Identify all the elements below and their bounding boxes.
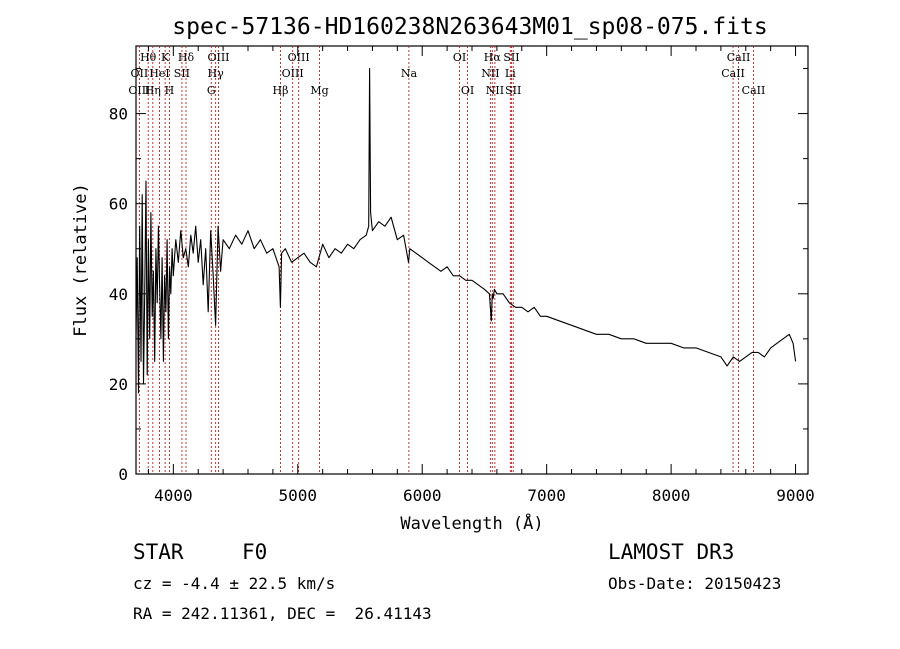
chart-title: spec-57136-HD160238N263643M01_sp08-075.f… — [172, 14, 767, 40]
spectral-line-label: Hγ — [208, 67, 225, 80]
spectral-line-label: SII — [503, 51, 519, 64]
y-axis-label: Flux (relative) — [71, 183, 91, 337]
spectral-line-label: HeI — [149, 67, 169, 80]
coordinates: RA = 242.11361, DEC = 26.41143 — [133, 604, 432, 623]
x-tick-label: 6000 — [403, 486, 442, 505]
survey-name: LAMOST DR3 — [608, 540, 735, 564]
spectral-line-label: H — [165, 84, 175, 97]
spectral-line-label: OIII — [288, 51, 310, 64]
y-tick-label: 80 — [109, 105, 128, 124]
spectral-line-label: NII — [481, 67, 499, 80]
spectral-line-label: OIII — [282, 67, 304, 80]
x-tick-label: 9000 — [776, 486, 815, 505]
spectral-line-label: OI — [453, 51, 466, 64]
spectral-line-label: Na — [401, 67, 418, 80]
spectral-line-label: K — [161, 51, 170, 64]
spectral-line-label: CaII — [721, 67, 745, 80]
spectral-line-label: SII — [505, 84, 521, 97]
spectral-line-label: Mg — [310, 84, 328, 97]
spectral-line-label: SII — [174, 67, 190, 80]
spectral-line-label: Hβ — [273, 84, 289, 97]
spectral-line-labels: Hθ OII OIII K HeI Hη H Hδ SII OIII Hγ G Hβ OIII OIII Mg… — [128, 51, 765, 97]
spectral-line-label: OIII — [207, 51, 229, 64]
spectral-line-label: Hα — [484, 51, 502, 64]
object-class: STAR — [133, 540, 184, 564]
spectral-line-label: OII — [131, 67, 149, 80]
x-axis-ticks: 4000 5000 6000 7000 8000 9000 — [147, 46, 815, 505]
spectral-line-label: CaII — [727, 51, 751, 64]
observation-date: Obs-Date: 20150423 — [608, 574, 782, 593]
object-subclass: F0 — [242, 540, 268, 564]
spectral-line-label: Li — [505, 67, 516, 80]
spectral-line-label: NII — [486, 84, 504, 97]
y-tick-label: 0 — [118, 465, 128, 484]
spectral-line-label: CaII — [742, 84, 766, 97]
spectral-line-label: Hδ — [178, 51, 195, 64]
spectral-line-label: OIII — [128, 84, 150, 97]
spectral-line-label: Hθ — [140, 51, 157, 64]
x-tick-label: 4000 — [154, 486, 193, 505]
spectral-line-label: Hη — [145, 84, 161, 97]
y-tick-label: 60 — [109, 195, 128, 214]
x-tick-label: 7000 — [527, 486, 566, 505]
y-tick-label: 20 — [109, 375, 128, 394]
plot-frame — [135, 45, 809, 475]
x-tick-label: 8000 — [652, 486, 691, 505]
spectral-line-label: G — [207, 84, 216, 97]
redshift-value: cz = -4.4 ± 22.5 km/s — [133, 574, 336, 593]
spectral-line-markers — [138, 46, 754, 474]
y-axis-ticks: 0 20 40 60 80 — [109, 68, 808, 484]
y-tick-label: 40 — [109, 285, 128, 304]
x-axis-label: Wavelength (Å) — [400, 512, 543, 534]
spectral-line-label: OI — [461, 84, 474, 97]
x-tick-label: 5000 — [279, 486, 318, 505]
spectrum-series-line — [135, 67, 797, 394]
